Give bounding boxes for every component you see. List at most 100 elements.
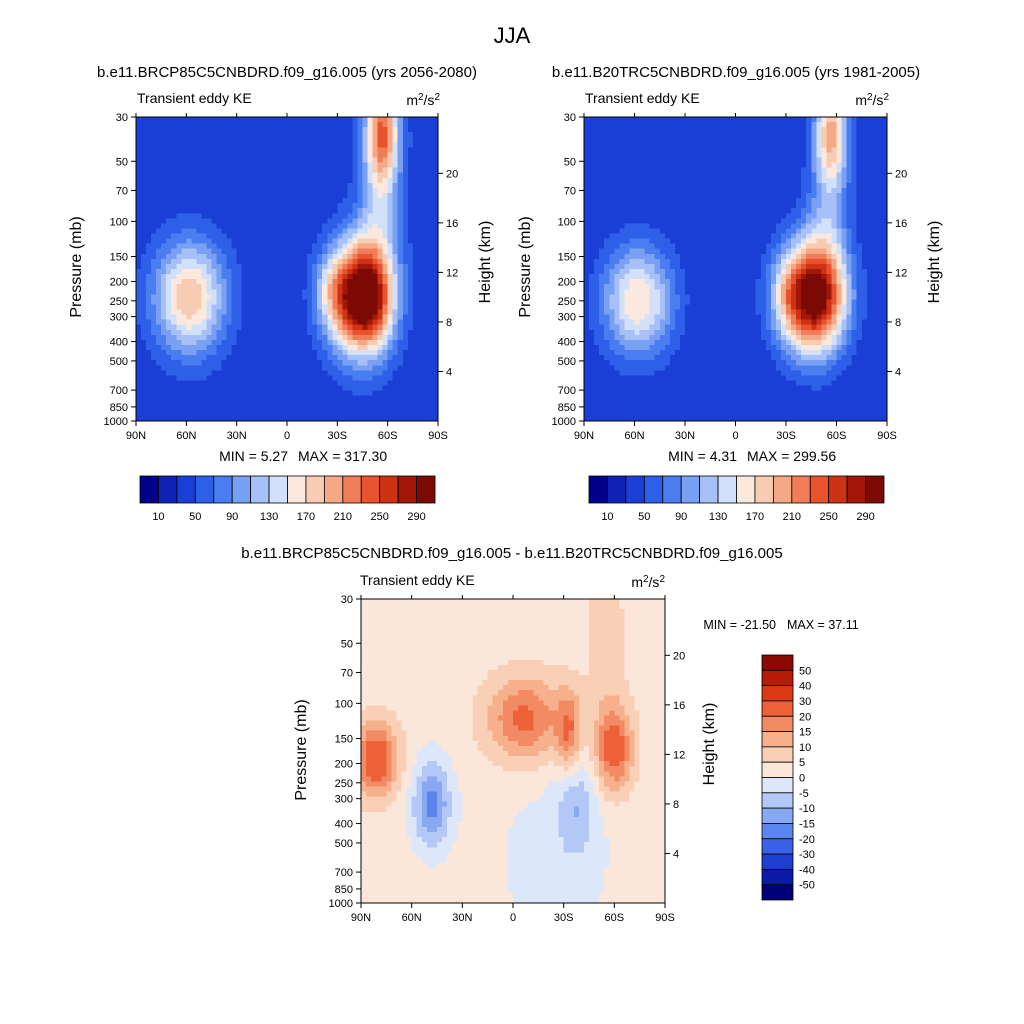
- heatmap-cell: [816, 198, 822, 204]
- heatmap-cell: [639, 203, 646, 209]
- heatmap-cell: [387, 395, 394, 402]
- heatmap-cell: [422, 400, 429, 407]
- heatmap-cell: [271, 132, 278, 138]
- heatmap-cell: [181, 187, 187, 194]
- heatmap-cell: [216, 385, 223, 392]
- heatmap-cell: [281, 147, 288, 154]
- heatmap-cell: [266, 304, 273, 311]
- heatmap-cell: [700, 193, 706, 199]
- heatmap-cell: [146, 405, 152, 412]
- heatmap-cell: [156, 269, 162, 275]
- heatmap-cell: [659, 177, 666, 184]
- heatmap-cell: [624, 198, 631, 204]
- heatmap-cell: [735, 157, 742, 164]
- heatmap-cell: [307, 172, 313, 179]
- heatmap-cell: [211, 274, 218, 280]
- heatmap-cell: [266, 142, 273, 148]
- heatmap-cell: [332, 350, 338, 356]
- heatmap-cell: [201, 355, 208, 361]
- heatmap-cell: [176, 314, 182, 321]
- heatmap-cell: [377, 360, 384, 366]
- panel-future: b.e11.BRCP85C5CNBDRD.f09_g16.005 (yrs 20…: [68, 64, 494, 523]
- heatmap-cell: [402, 405, 409, 412]
- heatmap-cell: [337, 187, 343, 194]
- heatmap-cell: [392, 319, 399, 326]
- heatmap-cell: [417, 172, 424, 179]
- heatmap-cell: [639, 117, 646, 123]
- heatmap-cell: [382, 152, 389, 159]
- heatmap-cell: [332, 329, 338, 336]
- heatmap-cell: [201, 187, 208, 194]
- heatmap-cell: [236, 248, 243, 255]
- heatmap-cell: [241, 122, 248, 128]
- heatmap-cell: [196, 370, 203, 376]
- heatmap-cell: [740, 213, 747, 219]
- heatmap-cell: [397, 324, 404, 331]
- heatmap-cell: [302, 233, 308, 240]
- heatmap-cell: [649, 122, 656, 128]
- heatmap-cell: [327, 289, 333, 295]
- heatmap-cell: [181, 238, 187, 245]
- heatmap-cell: [206, 269, 213, 275]
- heatmap-cell: [417, 228, 424, 235]
- heatmap-cell: [236, 233, 243, 240]
- heatmap-cell: [292, 198, 298, 204]
- heatmap-cell: [251, 213, 258, 219]
- heatmap-cell: [191, 304, 197, 311]
- heatmap-cell: [251, 334, 258, 341]
- heatmap-cell: [327, 355, 333, 361]
- heatmap-cell: [710, 203, 716, 209]
- heatmap-cell: [876, 132, 883, 138]
- heatmap-cell: [151, 289, 157, 295]
- heatmap-cell: [181, 228, 187, 235]
- heatmap-cell: [387, 147, 394, 154]
- heatmap-cell: [755, 208, 762, 214]
- heatmap-cell: [302, 284, 308, 290]
- heatmap-cell: [211, 269, 218, 275]
- heatmap-cell: [317, 370, 323, 376]
- heatmap-cell: [216, 258, 223, 265]
- heatmap-cell: [256, 233, 263, 240]
- heatmap-cell: [720, 198, 726, 204]
- heatmap-cell: [740, 122, 747, 128]
- heatmap-cell: [171, 132, 177, 138]
- heatmap-cell: [614, 147, 620, 154]
- heatmap-cell: [659, 223, 666, 230]
- heatmap-cell: [246, 269, 253, 275]
- heatmap-cell: [201, 157, 208, 164]
- heatmap-cell: [357, 339, 364, 346]
- heatmap-cell: [191, 263, 197, 270]
- heatmap-cell: [206, 365, 213, 371]
- heatmap-cell: [342, 289, 348, 295]
- heatmap-cell: [317, 350, 323, 356]
- heatmap-cell: [432, 248, 439, 255]
- heatmap-cell: [417, 187, 424, 194]
- heatmap-cell: [644, 218, 651, 224]
- heatmap-cell: [297, 122, 303, 128]
- heatmap-cell: [307, 233, 313, 240]
- heatmap-cell: [236, 385, 243, 392]
- heatmap-cell: [342, 223, 348, 230]
- heatmap-cell: [427, 284, 434, 290]
- heatmap-cell: [266, 365, 273, 371]
- heatmap-cell: [211, 248, 218, 255]
- heatmap-cell: [307, 137, 313, 143]
- heatmap-cell: [876, 193, 883, 199]
- heatmap-cell: [664, 203, 671, 209]
- heatmap-cell: [271, 142, 278, 148]
- heatmap-cell: [312, 319, 318, 326]
- heatmap-cell: [387, 299, 394, 306]
- heatmap-cell: [765, 117, 772, 123]
- heatmap-cell: [674, 198, 681, 204]
- heatmap-cell: [377, 208, 384, 214]
- heatmap-cell: [730, 193, 737, 199]
- heatmap-cell: [251, 294, 258, 300]
- heatmap-cell: [317, 122, 323, 128]
- heatmap-cell: [216, 162, 223, 169]
- heatmap-cell: [231, 380, 238, 387]
- heatmap-cell: [196, 304, 203, 311]
- heatmap-cell: [352, 137, 359, 143]
- heatmap-cell: [427, 218, 434, 224]
- heatmap-cell: [287, 243, 293, 250]
- heatmap-cell: [377, 309, 384, 316]
